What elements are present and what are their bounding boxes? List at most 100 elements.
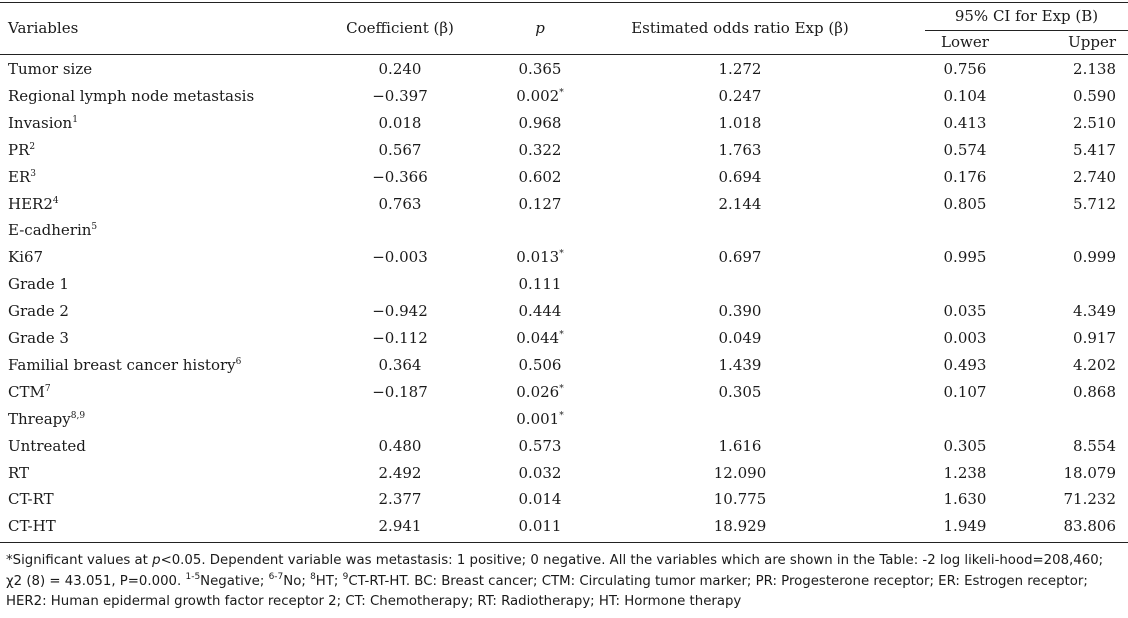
variable-label: Tumor size bbox=[8, 60, 93, 78]
significance-marker: * bbox=[559, 249, 564, 260]
variable-label: CT-RT bbox=[8, 490, 54, 509]
table-row: RT 2.492 0.032 12.090 1.238 18.079 bbox=[0, 460, 1128, 486]
coefficient-cell: −0.187 bbox=[372, 382, 428, 401]
footnote-text-c: HT; bbox=[315, 573, 343, 589]
bottom-rule bbox=[0, 542, 1128, 543]
table-row: Untreated 0.480 0.573 1.616 0.305 8.554 bbox=[0, 433, 1128, 459]
p-value: 0.013 bbox=[516, 248, 560, 267]
p-value-cell: 0.506 bbox=[440, 352, 640, 378]
header-odds-ratio: Estimated odds ratio Exp (β) bbox=[631, 19, 849, 37]
coefficient-cell: 0.364 bbox=[378, 355, 422, 374]
p-value-cell: 0.322 bbox=[440, 137, 640, 163]
p-value-cell: 0.001* bbox=[440, 406, 640, 432]
footnote-text-b: No; bbox=[283, 573, 311, 589]
p-value-cell: 0.014 bbox=[440, 486, 640, 512]
odds-ratio-cell: 1.018 bbox=[718, 113, 762, 132]
p-value-cell: 0.026* bbox=[440, 379, 640, 405]
p-value: 0.111 bbox=[518, 275, 562, 294]
p-value-cell: 0.044* bbox=[440, 325, 640, 351]
p-value: 0.365 bbox=[518, 60, 562, 78]
p-value: 0.011 bbox=[518, 517, 562, 536]
variable-label: Invasion bbox=[8, 113, 73, 132]
ci-lower-cell: 0.104 bbox=[943, 86, 987, 105]
coefficient-cell: −0.003 bbox=[372, 248, 428, 267]
p-value-cell: 0.968 bbox=[440, 110, 640, 136]
ci-lower-cell: 0.003 bbox=[943, 329, 987, 347]
variable-footnote-marker: 2 bbox=[29, 141, 36, 152]
table-row: Grade 2 −0.942 0.444 0.390 0.035 4.349 bbox=[0, 298, 1128, 324]
significance-marker: * bbox=[559, 410, 564, 421]
p-value: 0.014 bbox=[518, 490, 562, 509]
p-value: 0.444 bbox=[518, 302, 562, 321]
coefficient-cell: −0.112 bbox=[372, 329, 428, 347]
variable-label: Regional lymph node metastasis bbox=[8, 86, 255, 105]
header-coefficient: Coefficient (β) bbox=[346, 19, 454, 37]
coefficient-cell: 0.240 bbox=[378, 60, 422, 78]
variable-label: Grade 2 bbox=[8, 302, 69, 321]
significance-marker: * bbox=[559, 383, 564, 394]
ci-upper-cell: 0.868 bbox=[1073, 382, 1116, 401]
variable-footnote-marker: 1 bbox=[72, 114, 78, 125]
ci-upper-cell: 5.417 bbox=[1073, 140, 1116, 159]
ci-lower-cell: 0.305 bbox=[943, 436, 987, 455]
ci-upper-cell: 0.999 bbox=[1073, 248, 1116, 267]
header-variables: Variables bbox=[8, 19, 79, 37]
coefficient-cell: −0.397 bbox=[372, 86, 428, 105]
p-value: 0.573 bbox=[518, 436, 562, 455]
footnote-star: * bbox=[6, 553, 13, 568]
p-value: 0.506 bbox=[518, 355, 562, 374]
p-value: 0.968 bbox=[518, 113, 562, 132]
variable-cell: Ki67 bbox=[8, 244, 43, 270]
ci-lower-cell: 0.493 bbox=[943, 355, 987, 374]
p-value: 0.602 bbox=[518, 167, 562, 186]
variable-footnote-marker: 3 bbox=[30, 168, 36, 179]
p-value-cell: 0.127 bbox=[440, 191, 640, 217]
variable-cell: Grade 1 bbox=[8, 271, 69, 297]
p-value: 0.001 bbox=[516, 409, 560, 428]
footnote-text-a: Negative; bbox=[200, 573, 269, 589]
table-row: CT-RT 2.377 0.014 10.775 1.630 71.232 bbox=[0, 486, 1128, 512]
table-row: Regional lymph node metastasis −0.397 0.00… bbox=[0, 83, 1128, 109]
variable-label: CT-HT bbox=[8, 517, 56, 536]
variable-cell: Tumor size bbox=[8, 56, 92, 82]
variable-label: Familial breast cancer history bbox=[8, 355, 236, 374]
ci-lower-cell: 1.238 bbox=[943, 463, 987, 482]
variable-footnote-marker: 7 bbox=[44, 383, 51, 394]
ci-lower-cell: 0.176 bbox=[943, 167, 987, 186]
footnote-text-1: Significant values at bbox=[12, 553, 153, 568]
variable-label: PR bbox=[8, 140, 30, 159]
odds-ratio-cell: 0.390 bbox=[718, 302, 762, 321]
variable-cell: HER24 bbox=[8, 191, 59, 217]
top-rule bbox=[0, 2, 1128, 3]
odds-ratio-cell: 0.049 bbox=[718, 329, 762, 347]
odds-ratio-cell: 0.305 bbox=[718, 382, 762, 401]
table-row: HER24 0.763 0.127 2.144 0.805 5.712 bbox=[0, 191, 1128, 217]
p-value-cell: 0.032 bbox=[440, 460, 640, 486]
table-row: E-cadherin5 bbox=[0, 217, 1128, 243]
ci-lower-cell: 0.107 bbox=[943, 382, 987, 401]
variable-label: Threapy bbox=[8, 409, 71, 428]
table-row: Grade 3 −0.112 0.044* 0.049 0.003 0.917 bbox=[0, 325, 1128, 351]
table-row: Ki67 −0.003 0.013* 0.697 0.995 0.999 bbox=[0, 244, 1128, 270]
coefficient-cell: 2.941 bbox=[378, 517, 422, 536]
variable-cell: Grade 3 bbox=[8, 325, 69, 351]
ci-upper-cell: 2.138 bbox=[1073, 60, 1116, 78]
ci-lower-cell: 0.805 bbox=[943, 194, 987, 213]
footnote-text-2: <0.05. Dependent variable was metastasis… bbox=[6, 553, 1104, 589]
coefficient-cell: 2.377 bbox=[378, 490, 422, 509]
significance-marker: * bbox=[559, 87, 564, 98]
coefficient-cell: −0.366 bbox=[372, 167, 428, 186]
p-value: 0.032 bbox=[518, 463, 562, 482]
ci-upper-cell: 71.232 bbox=[1063, 490, 1117, 509]
p-value-cell: 0.573 bbox=[440, 433, 640, 459]
header-upper: Upper bbox=[1068, 33, 1116, 51]
ci-lower-cell: 0.035 bbox=[943, 302, 987, 321]
ci-lower-cell: 0.995 bbox=[943, 248, 987, 267]
odds-ratio-cell: 1.763 bbox=[718, 140, 762, 159]
variable-label: CTM bbox=[8, 382, 45, 401]
table-row: Invasion1 0.018 0.968 1.018 0.413 2.510 bbox=[0, 110, 1128, 136]
ci-upper-cell: 4.202 bbox=[1073, 355, 1116, 374]
p-value: 0.044 bbox=[516, 329, 560, 347]
variable-label: Untreated bbox=[8, 436, 86, 455]
variable-cell: CTM7 bbox=[8, 379, 51, 405]
